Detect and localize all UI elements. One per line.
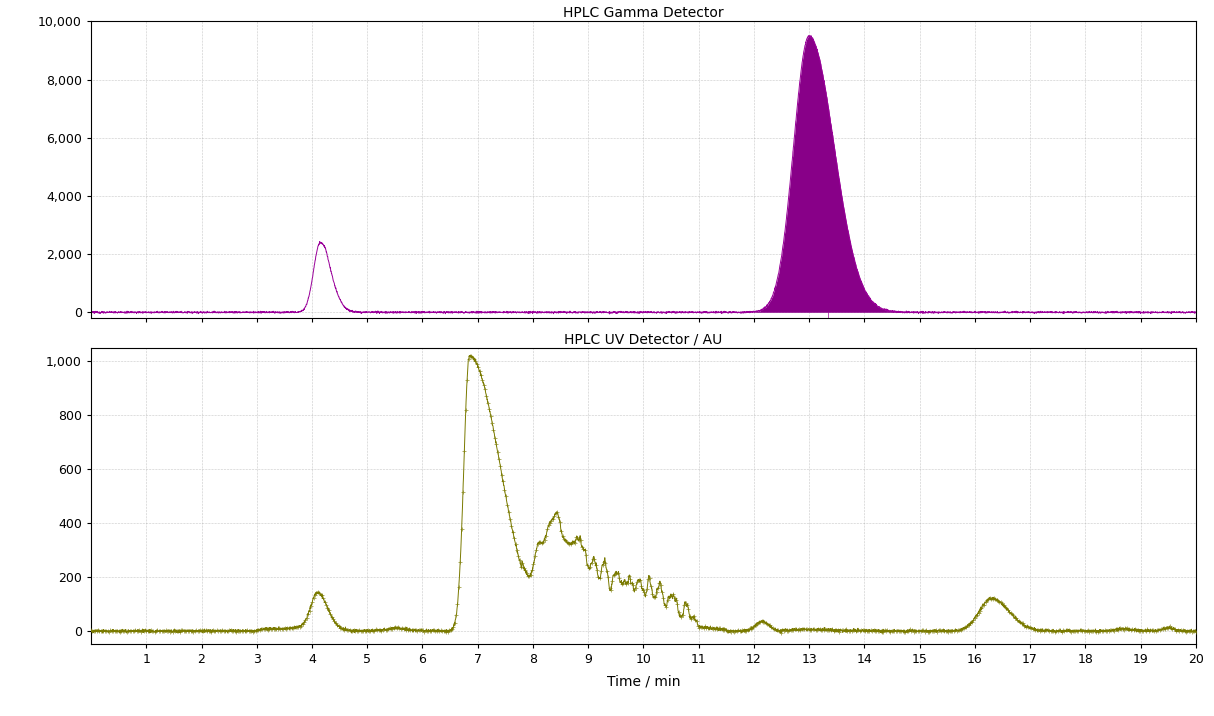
X-axis label: Time / min: Time / min [607, 674, 680, 689]
Title: HPLC UV Detector / AU: HPLC UV Detector / AU [565, 333, 722, 347]
Title: HPLC Gamma Detector: HPLC Gamma Detector [563, 6, 724, 20]
